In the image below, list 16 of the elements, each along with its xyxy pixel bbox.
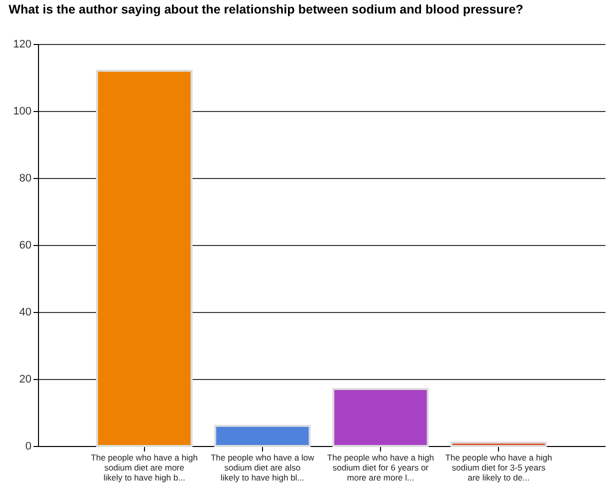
x-tick-label: The people who have a low sodium diet are also likely to have high bl... [210, 452, 316, 482]
chart-title: What is the author saying about the relationship between sodium and blood pressure? [8, 2, 524, 16]
x-tick-label: The people who have a high sodium diet for 3-5 years are likely to de... [445, 452, 552, 482]
bar [214, 424, 311, 447]
y-tick-label: 120 [13, 38, 32, 50]
x-tick-label: The people who have a high sodium diet for 6 years or more are more l... [327, 452, 434, 482]
y-tick-label: 60 [19, 240, 32, 252]
x-tick-label: The people who have a high sodium diet are more likely to have high b... [90, 452, 198, 482]
bar [96, 70, 193, 447]
y-tick-label: 40 [19, 306, 32, 318]
y-tick-label: 80 [19, 172, 32, 184]
y-tick-label: 100 [13, 106, 32, 118]
y-tick-label: 20 [19, 374, 32, 386]
y-tick-label: 0 [25, 440, 32, 452]
bar [332, 388, 429, 447]
bar [450, 442, 547, 447]
